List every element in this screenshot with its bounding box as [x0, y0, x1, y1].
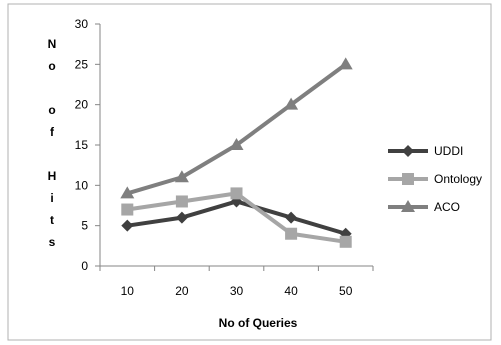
y-axis-title-char: i — [50, 191, 53, 205]
y-tick-label: 0 — [81, 259, 88, 273]
x-tick-label: 40 — [284, 284, 298, 298]
y-tick-label: 10 — [75, 178, 89, 192]
y-axis-title-char: o — [48, 103, 55, 117]
legend-label: UDDI — [434, 144, 463, 158]
legend-label: Ontology — [434, 172, 482, 186]
data-point — [121, 204, 133, 216]
data-point — [176, 195, 188, 207]
x-tick-label: 20 — [175, 284, 189, 298]
y-tick-label: 30 — [75, 17, 89, 31]
y-tick-label: 5 — [81, 219, 88, 233]
y-tick-label: 25 — [75, 57, 89, 71]
y-axis-title-char: H — [48, 169, 57, 183]
x-tick-label: 10 — [121, 284, 135, 298]
y-axis-title-char: s — [49, 235, 56, 249]
data-point — [285, 228, 297, 240]
y-axis-title-char: t — [50, 213, 54, 227]
data-point — [231, 187, 243, 199]
y-tick-label: 20 — [75, 98, 89, 112]
y-axis-title-char: o — [48, 59, 55, 73]
y-tick-label: 15 — [75, 138, 89, 152]
data-point — [402, 173, 414, 185]
x-axis-title: No of Queries — [219, 316, 298, 330]
legend-label: ACO — [434, 200, 460, 214]
data-point — [340, 236, 352, 248]
chart-frame — [8, 4, 491, 340]
x-tick-label: 50 — [339, 284, 353, 298]
x-tick-label: 30 — [230, 284, 244, 298]
y-axis-title-char: N — [48, 37, 57, 51]
